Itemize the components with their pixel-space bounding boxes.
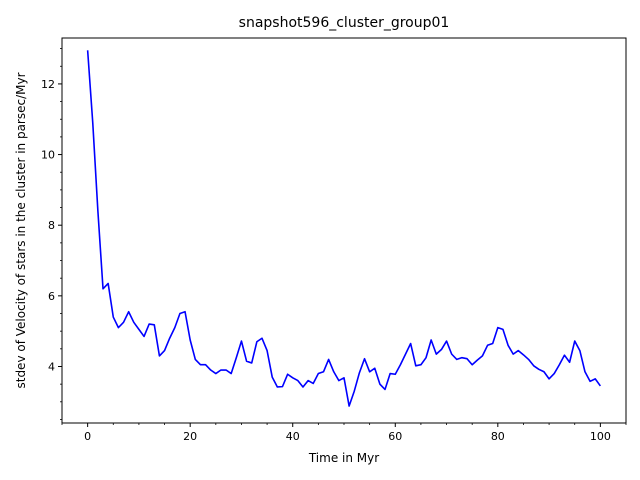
plot-layer: [86, 50, 602, 407]
x-tick-label: 20: [183, 430, 197, 443]
x-tick-label: 0: [84, 430, 91, 443]
y-tick-label: 12: [41, 78, 55, 91]
y-tick-label: 4: [48, 360, 55, 373]
x-axis-ticks: 0 20 40 60 80 100: [61, 423, 627, 443]
y-tick-label: 6: [48, 290, 55, 303]
x-tick-label: 80: [491, 430, 505, 443]
y-axis-ticks: 4 6 8 10 12: [41, 48, 62, 420]
x-tick-label: 60: [388, 430, 402, 443]
chart-title: snapshot596_cluster_group01: [239, 15, 450, 31]
series-line-0: [86, 50, 602, 407]
y-tick-label: 10: [41, 149, 55, 162]
x-tick-label: 40: [286, 430, 300, 443]
x-axis-label: Time in Myr: [308, 451, 379, 465]
y-axis-label: stdev of Velocity of stars in the cluste…: [14, 72, 28, 388]
x-tick-label: 100: [590, 430, 611, 443]
y-tick-label: 8: [48, 219, 55, 232]
